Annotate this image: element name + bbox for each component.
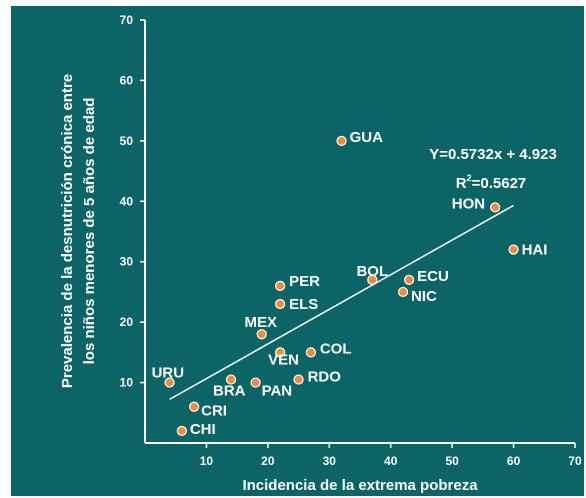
data-point-pan [250, 377, 261, 388]
x-tick-label: 20 [261, 454, 275, 468]
data-point-gua [336, 135, 347, 146]
y-tick-label: 70 [120, 13, 134, 27]
x-tick-label: 40 [384, 454, 398, 468]
y-axis-label-line1: Prevalencia de la desnutrición crónica e… [59, 74, 76, 388]
y-axis-label-line2: los niños menores de 5 años de edad [81, 98, 98, 365]
data-point-ecu [404, 274, 415, 285]
r2-superscript: 2 [467, 173, 472, 183]
data-point-per [275, 280, 286, 291]
data-point-ven [275, 347, 286, 358]
data-point-els [275, 298, 286, 310]
data-point-uru [164, 377, 175, 388]
point-label-nic: NIC [411, 288, 437, 305]
point-label-mex: MEX [244, 314, 277, 331]
axis-ticks: 10 20 30 40 50 60 70 10 20 30 40 50 60 70 [120, 13, 582, 468]
point-label-pan: PAN [262, 383, 293, 400]
point-label-bol: BOL [356, 263, 388, 280]
point-label-ecu: ECU [417, 268, 449, 285]
data-points: GUA HON HAI BOL ECU NIC PER ELS MEX COL VEN URU BRA P… [152, 129, 548, 438]
data-point-nic [397, 286, 409, 298]
point-label-cri: CRI [201, 403, 227, 420]
data-point-rdo [293, 374, 304, 385]
point-label-gua: GUA [350, 129, 384, 146]
trendline-r2: R2=0.5627 [456, 173, 527, 192]
point-label-bra: BRA [213, 383, 246, 400]
x-tick-label: 70 [568, 454, 582, 468]
trendline [169, 204, 514, 401]
y-tick-label: 60 [120, 73, 134, 87]
data-point-bol [367, 274, 378, 285]
data-point-hon [490, 202, 501, 213]
chart-panel [11, 6, 584, 496]
trendline-group [169, 204, 514, 401]
x-tick-label: 30 [323, 454, 337, 468]
y-tick-label: 10 [120, 376, 134, 390]
data-point-hai [508, 244, 519, 255]
point-label-hon: HON [452, 195, 485, 212]
data-point-col [305, 347, 316, 358]
data-point-bra [225, 374, 237, 385]
point-label-els: ELS [289, 296, 318, 313]
data-point-mex [256, 329, 267, 340]
point-label-uru: URU [152, 365, 185, 382]
point-label-hai: HAI [522, 242, 548, 259]
x-axis-label: Incidencia de la extrema pobreza [242, 477, 478, 494]
data-point-cri [189, 401, 200, 412]
point-label-per: PER [289, 273, 320, 290]
x-tick-label: 50 [445, 454, 459, 468]
y-tick-label: 30 [120, 255, 134, 269]
y-tick-label: 40 [120, 194, 134, 208]
point-label-ven: VEN [268, 351, 299, 368]
point-label-chi: CHI [190, 421, 216, 438]
point-label-rdo: RDO [308, 369, 342, 386]
r2-prefix: R [456, 175, 467, 192]
trendline-equation: Y=0.5732x + 4.923 [429, 146, 557, 163]
r2-value: =0.5627 [472, 175, 527, 192]
point-label-col: COL [320, 340, 352, 357]
y-tick-label: 50 [120, 134, 134, 148]
x-tick-label: 60 [507, 454, 521, 468]
data-point-chi [176, 425, 187, 437]
y-tick-label: 20 [120, 315, 134, 329]
x-tick-label: 10 [200, 454, 214, 468]
